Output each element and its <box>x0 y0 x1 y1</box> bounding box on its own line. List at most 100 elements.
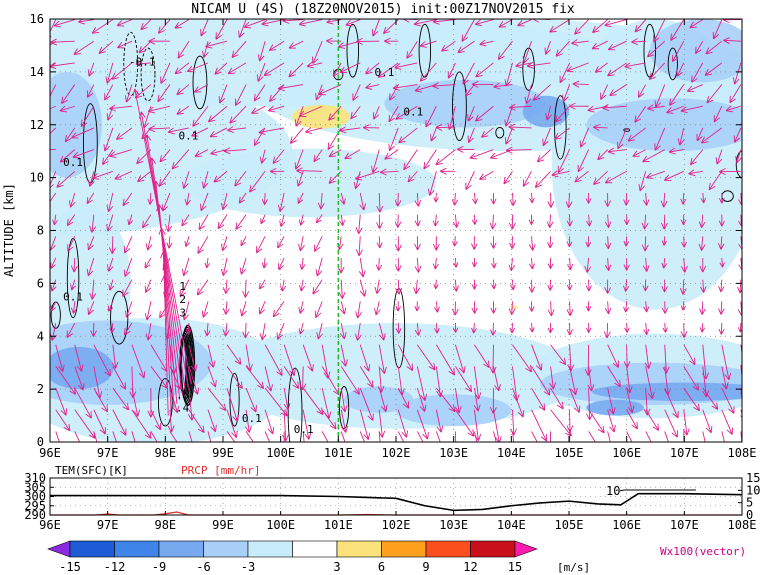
wind-vector <box>358 257 366 278</box>
wind-vector <box>712 19 723 40</box>
wind-vector <box>384 149 399 160</box>
wind-vector <box>264 409 275 435</box>
wind-vector <box>234 171 247 187</box>
wind-vector <box>669 84 685 106</box>
wind-vector <box>623 301 630 313</box>
colorbar-label: -3 <box>241 560 255 574</box>
wind-vector <box>314 236 323 252</box>
wind-vector <box>283 387 291 411</box>
wind-vector <box>378 387 388 413</box>
wind-vector <box>593 124 608 131</box>
wind-vector <box>272 301 285 318</box>
wind-vector <box>105 62 114 84</box>
wind-vector <box>524 84 532 104</box>
wind-vector <box>642 279 649 292</box>
wind-vector <box>302 344 314 372</box>
wind-vector <box>226 366 243 389</box>
wind-vector <box>430 127 437 142</box>
wind-vector <box>147 388 155 418</box>
wind-vector <box>192 105 209 127</box>
wind-vector <box>661 236 668 246</box>
wind-vector <box>740 366 742 396</box>
wind-vector <box>602 104 627 111</box>
wind-vector <box>205 40 228 49</box>
wind-vector <box>150 431 158 442</box>
contour-label: 0.1 <box>178 129 198 142</box>
wind-vector <box>112 366 127 390</box>
wind-vector <box>86 192 95 205</box>
y-tick-label: 12 <box>30 118 44 132</box>
wind-vector <box>226 387 239 422</box>
wind-vector <box>395 323 402 334</box>
ts-x-tick-label: 101E <box>324 518 353 532</box>
wind-vector <box>299 279 306 292</box>
wind-vector <box>663 170 684 181</box>
wind-vector <box>504 62 513 87</box>
wind-vector <box>549 19 570 33</box>
wind-vector <box>566 301 574 316</box>
wind-vector <box>512 431 515 442</box>
wind-vector <box>566 279 573 291</box>
wind-vector <box>231 40 247 58</box>
wind-vector <box>384 37 399 45</box>
wind-vector <box>50 257 57 269</box>
wind-vector <box>245 409 252 433</box>
wind-vector <box>93 344 111 377</box>
wind-vector <box>215 19 228 40</box>
wind-vector <box>109 104 132 112</box>
wind-vector <box>490 301 497 314</box>
ts-x-tick-label: 102E <box>382 518 411 532</box>
wind-vector <box>312 41 323 64</box>
wind-vector <box>508 301 516 315</box>
contour-label: 0.1 <box>403 106 423 119</box>
wind-vector <box>177 40 190 59</box>
wind-vector <box>397 366 405 396</box>
wind-vector <box>123 236 133 254</box>
shading-patch <box>586 98 742 152</box>
wind-vector <box>566 62 589 73</box>
wind-vector <box>261 257 268 269</box>
wind-vector <box>257 62 266 82</box>
ts-left-tick-label: 295 <box>24 499 46 513</box>
wind-vector <box>365 62 380 75</box>
contour-label: .4 <box>176 402 190 415</box>
colorbar-swatch <box>203 540 249 558</box>
wind-vector <box>89 279 97 300</box>
wind-vector <box>723 37 741 45</box>
colorbar-label: 12 <box>463 560 477 574</box>
wind-vector <box>451 301 459 316</box>
wind-vector <box>493 431 497 442</box>
colorbar-swatch <box>336 540 382 558</box>
wind-vector <box>204 322 211 337</box>
wind-vector <box>626 387 635 413</box>
wind-vector <box>432 214 439 227</box>
wind-vector <box>135 60 151 68</box>
wind-vector <box>549 366 557 390</box>
x-tick-label: 102E <box>382 446 411 460</box>
wind-vector <box>397 344 414 372</box>
contour-label: 2 <box>179 293 186 306</box>
wind-vector <box>641 214 649 230</box>
wind-vector <box>91 19 114 34</box>
wind-vector <box>278 257 285 271</box>
wind-vector <box>179 279 190 298</box>
wind-vector <box>129 366 137 399</box>
wind-vector <box>509 409 517 436</box>
wind-vector <box>588 409 605 434</box>
wind-vector <box>221 257 228 277</box>
wind-vector <box>725 105 741 113</box>
wind-vector <box>264 366 273 392</box>
wind-vector <box>623 236 630 247</box>
wind-vector <box>689 19 704 29</box>
contour-line <box>140 47 156 102</box>
wind-vector <box>623 214 630 225</box>
x-tick-label: 98E <box>154 446 176 460</box>
wind-vector <box>531 409 548 442</box>
wind-vector <box>160 62 171 84</box>
wind-vector <box>715 149 723 165</box>
wind-vector <box>571 39 589 46</box>
wind-vector <box>204 257 211 269</box>
wind-vector <box>313 149 323 163</box>
wind-vector <box>193 84 209 93</box>
wind-vector <box>660 214 668 230</box>
